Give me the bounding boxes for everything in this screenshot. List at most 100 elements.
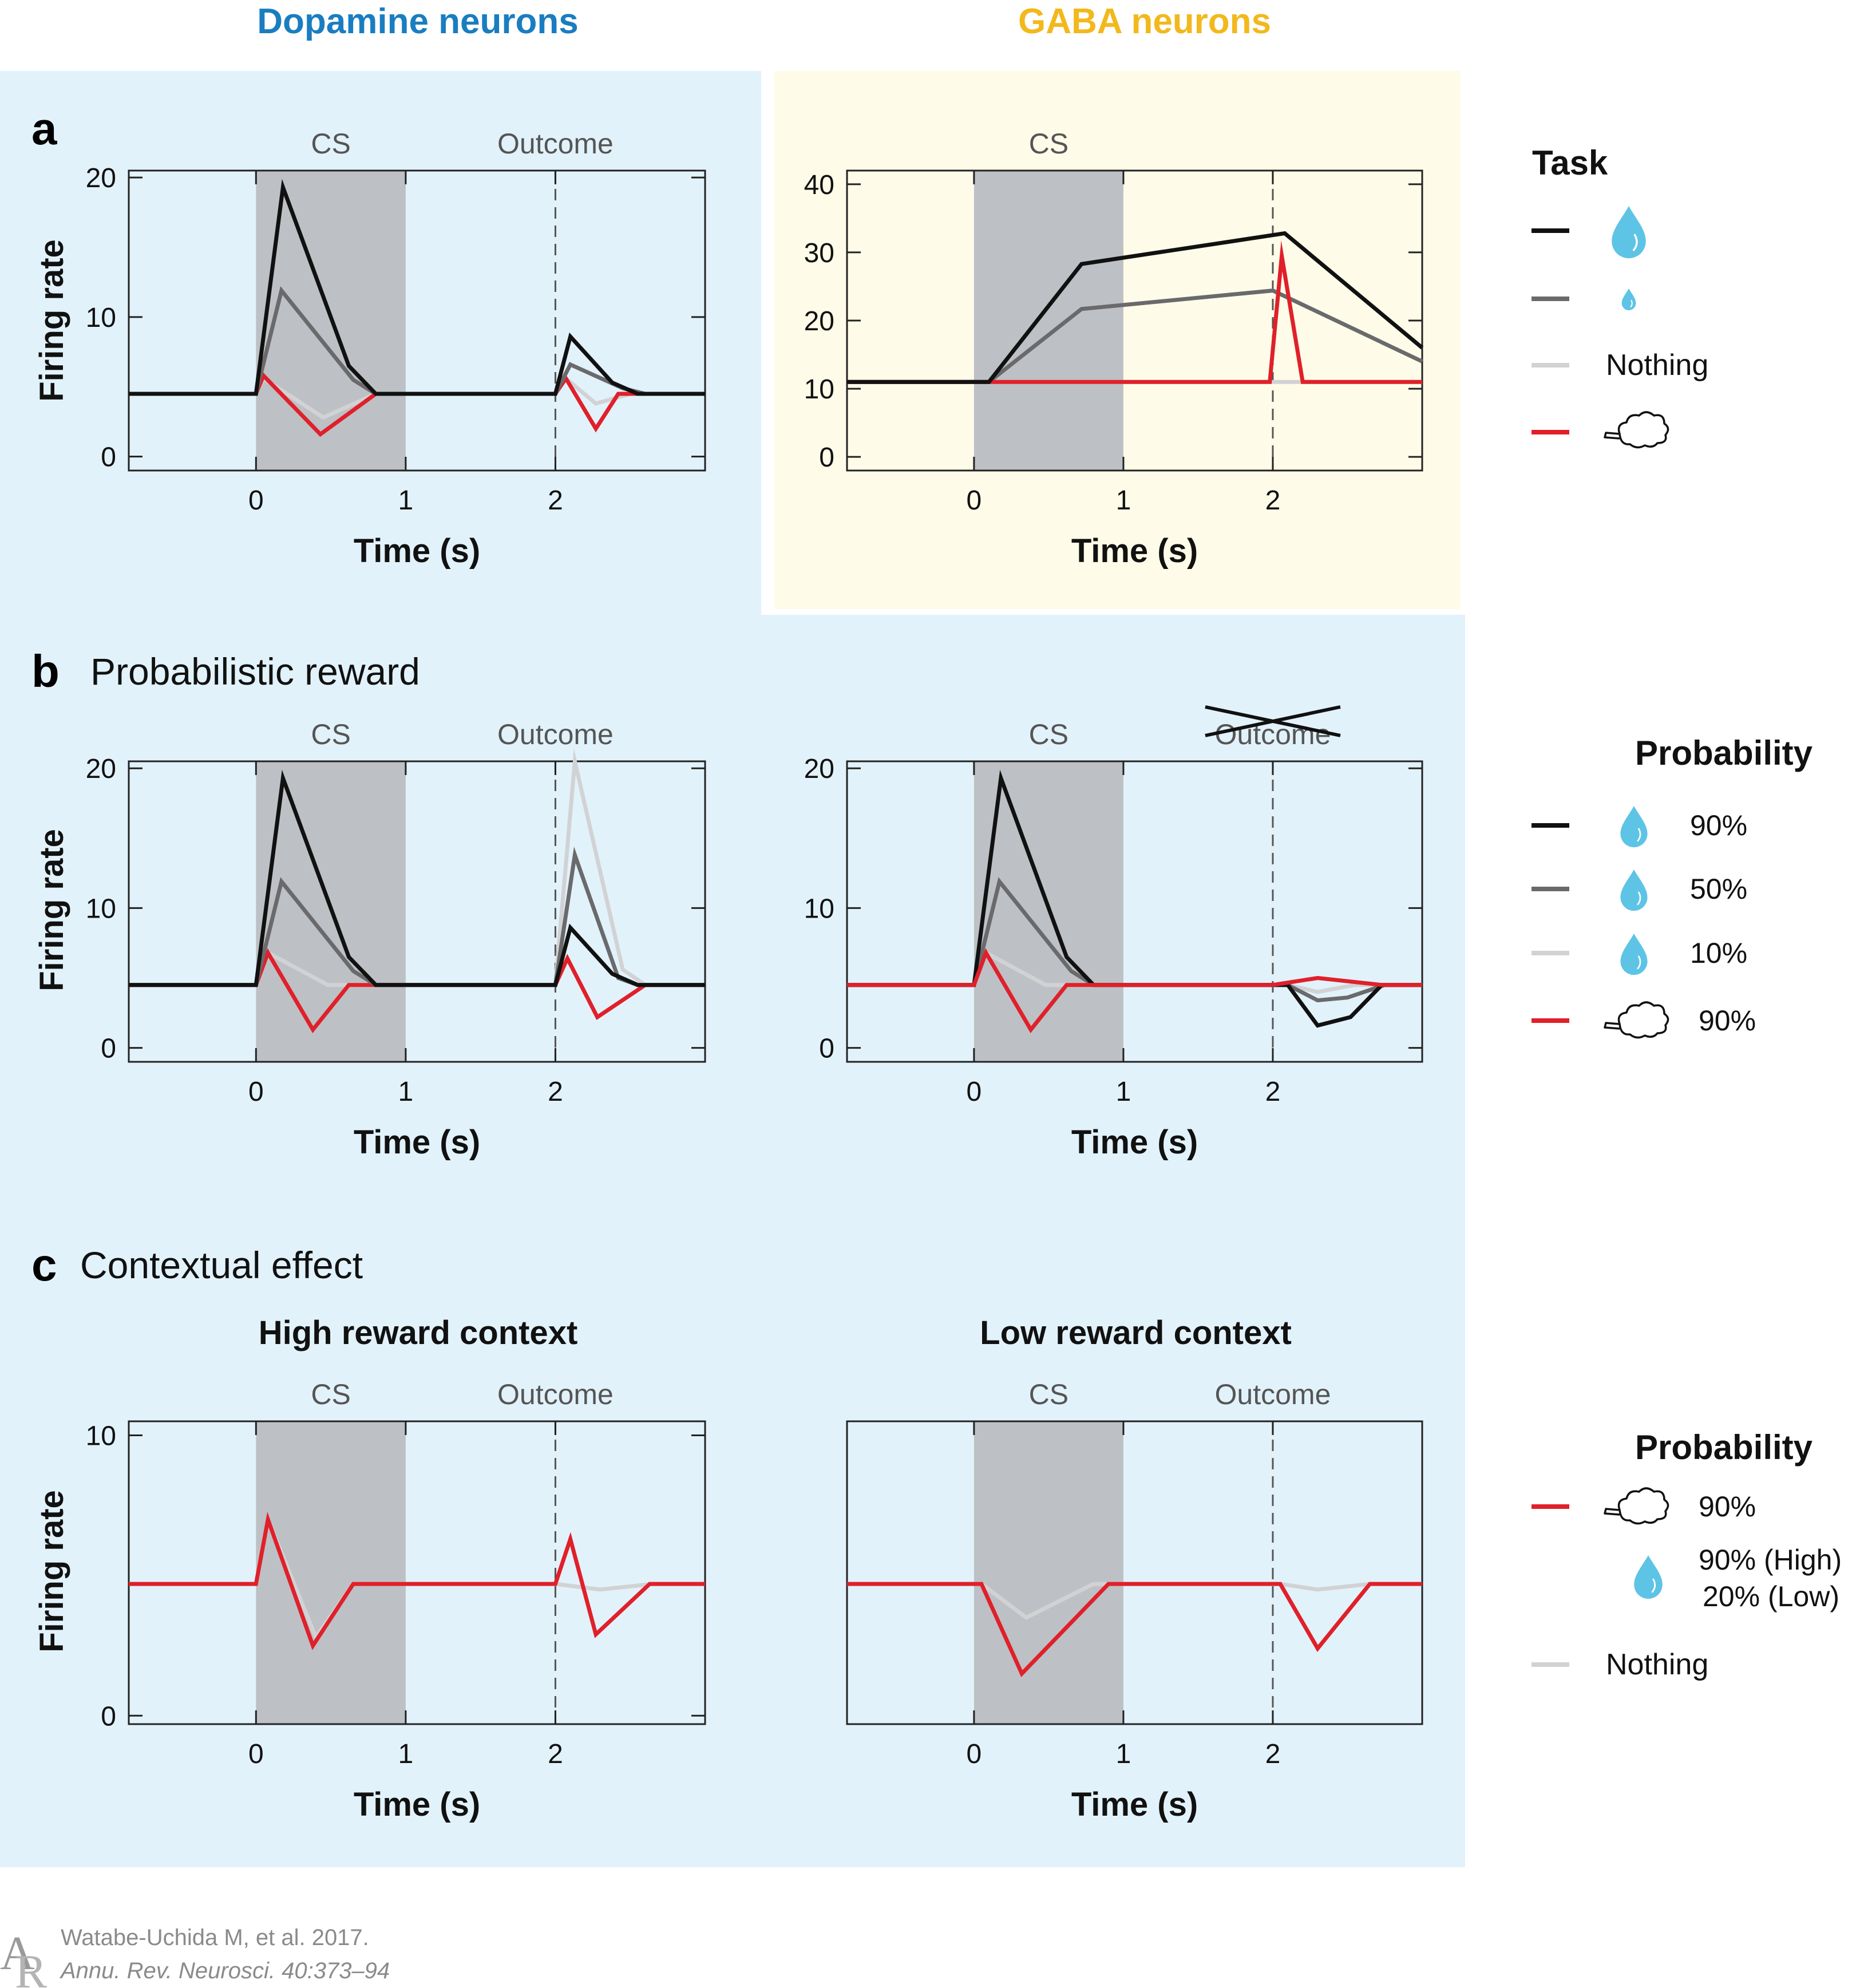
panel-label-c: c (31, 1239, 57, 1290)
water-drop-icon-highlight (1637, 891, 1641, 906)
x-tick-label: 2 (1265, 485, 1281, 516)
legend-title: Task (1532, 144, 1608, 182)
outcome-label: Outcome (497, 1378, 614, 1410)
legend-title: Probability (1635, 1428, 1813, 1467)
x-tick-label: 1 (398, 1739, 414, 1769)
y-tick-label: 0 (819, 1034, 834, 1064)
chart-c-high: High reward context CS Outcome 0 1 2 0 10 Time (… (33, 1314, 706, 1823)
y-axis-label: Firing rate (33, 829, 70, 991)
svg-text:A: A (0, 1927, 35, 1980)
water-drop-icon-highlight (1651, 1578, 1656, 1593)
y-tick-label: 20 (86, 163, 116, 193)
legend-label: Nothing (1606, 349, 1708, 382)
series-line-air_puff (847, 1582, 1422, 1677)
gaba-header: GABA neurons (1018, 2, 1271, 41)
x-tick-label: 0 (967, 1077, 982, 1107)
y-tick-label: 30 (804, 238, 834, 268)
legend-label: 50% (1690, 873, 1747, 905)
x-tick-label: 1 (398, 485, 414, 516)
cs-label: CS (1029, 718, 1069, 750)
air-puff-icon-cloud (1617, 1487, 1669, 1525)
x-axis-label: Time (s) (354, 1786, 480, 1823)
y-tick-label: 0 (819, 442, 834, 473)
outcome-label: Outcome (497, 718, 614, 750)
series-line-large_reward (847, 231, 1424, 384)
legend-label: 90% (1699, 1005, 1756, 1037)
panel-title-b: Probabilistic reward (90, 650, 420, 693)
water-drop-icon (1620, 869, 1648, 911)
outcome-label: Outcome (1215, 1378, 1331, 1410)
water-drop-large-icon-highlight (1632, 234, 1638, 251)
legend-task: Task Nothing (1532, 144, 1708, 449)
panels-bc-background (0, 615, 1465, 1867)
legend-probability-b: Probability 90% 50% 10% 90% (1532, 734, 1813, 1039)
y-tick-label: 10 (804, 374, 834, 405)
x-axis-label: Time (s) (1071, 1786, 1198, 1823)
x-tick-label: 0 (967, 485, 982, 516)
x-tick-label: 1 (1116, 1739, 1131, 1769)
y-tick-label: 0 (101, 442, 116, 473)
y-tick-label: 10 (804, 894, 834, 924)
outcome-label: Outcome (1215, 718, 1331, 750)
air-puff-icon-nozzle (1604, 432, 1620, 440)
legend-label: 10% (1690, 937, 1747, 969)
x-tick-label: 0 (248, 1739, 264, 1769)
y-tick-label: 10 (86, 303, 116, 333)
panel-label-b: b (31, 646, 60, 697)
y-tick-label: 20 (804, 306, 834, 337)
legend-label: 90% (High) (1699, 1544, 1842, 1576)
legend-label-2: 20% (Low) (1703, 1580, 1839, 1612)
x-axis-label: Time (s) (1071, 1124, 1198, 1161)
x-axis-label: Time (s) (1071, 532, 1198, 570)
air-puff-icon (1604, 411, 1669, 449)
legend-probability-c: Probability 90% 90% (High) 20% (Low) Nothing (1532, 1428, 1842, 1681)
plot-frame (128, 1420, 706, 1725)
cs-shaded-region (256, 1421, 406, 1724)
cs-label: CS (1029, 128, 1069, 160)
y-tick-label: 20 (86, 754, 116, 784)
water-drop-icon (1620, 934, 1648, 975)
x-tick-label: 0 (967, 1739, 982, 1769)
air-puff-icon (1604, 1001, 1669, 1039)
x-tick-label: 1 (1116, 485, 1131, 516)
x-tick-label: 1 (398, 1077, 414, 1107)
air-puff-icon (1604, 1487, 1669, 1525)
publisher-logo: A R (0, 1927, 47, 1988)
y-tick-label: 0 (101, 1701, 116, 1732)
citation-line-2: Annu. Rev. Neurosci. 40:373–94 (60, 1958, 390, 1983)
air-puff-icon-nozzle (1604, 1508, 1620, 1516)
x-tick-label: 2 (1265, 1739, 1281, 1769)
water-drop-icon (1634, 1555, 1663, 1599)
y-tick-label: 0 (101, 1034, 116, 1064)
dopamine-header: Dopamine neurons (257, 2, 579, 41)
water-drop-large-icon (1612, 206, 1646, 259)
outcome-cross-line (1205, 705, 1341, 737)
x-tick-label: 1 (1116, 1077, 1131, 1107)
water-drop-icon (1620, 806, 1648, 848)
x-axis-label: Time (s) (354, 1124, 480, 1161)
air-puff-icon-cloud (1617, 411, 1669, 449)
y-axis-label: Firing rate (33, 1490, 70, 1653)
y-tick-label: 20 (804, 754, 834, 784)
cs-shaded-region (974, 1421, 1123, 1724)
series-line-air_puff (847, 948, 1422, 1033)
cs-shaded-region (974, 171, 1123, 471)
panel-b-right-background-extension (761, 626, 1465, 638)
y-axis-label: Firing rate (33, 239, 70, 402)
chart-title: Low reward context (980, 1314, 1292, 1351)
water-drop-small-icon-highlight (1630, 300, 1633, 307)
plot-frame (846, 760, 1423, 1063)
air-puff-icon-cloud (1617, 1001, 1669, 1039)
x-axis-label: Time (s) (354, 532, 480, 570)
x-tick-label: 0 (248, 485, 264, 516)
legend-label: 90% (1699, 1491, 1756, 1523)
panel-label-a: a (31, 103, 57, 154)
chart-c-low: Low reward context CS Outcome 0 1 2 Time (s) (846, 1314, 1423, 1823)
series-line-air_puff (847, 240, 1422, 384)
citation-line-1: Watabe-Uchida M, et al. 2017. (61, 1925, 369, 1950)
plot-frame (846, 1420, 1423, 1725)
